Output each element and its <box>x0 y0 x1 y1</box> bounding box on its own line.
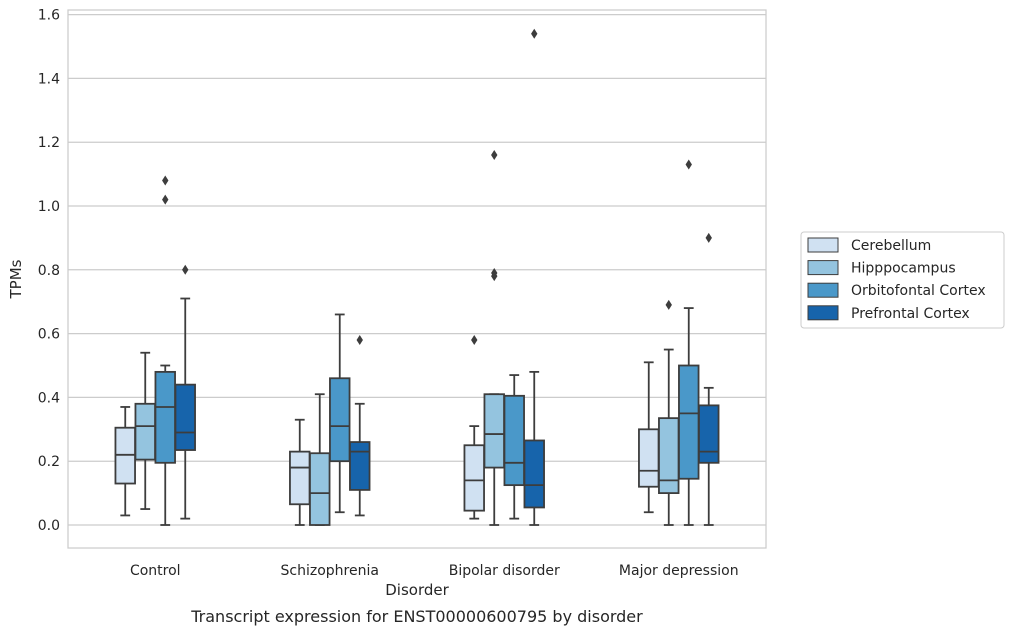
iqr-box <box>658 417 680 495</box>
outlier-point <box>162 175 169 186</box>
box-2-2 <box>503 374 525 520</box>
iqr-box <box>463 444 485 512</box>
y-axis-title: TPMs <box>7 259 25 299</box>
iqr-box <box>638 428 660 488</box>
legend: Cerebellum Hipppocampus Orbitofontal Corte… <box>800 231 1005 329</box>
box-1-0 <box>289 418 311 526</box>
legend-frame <box>800 231 1005 329</box>
y-tick-labels: 0.0 0.2 0.4 0.6 0.8 1.0 1.2 1.4 1.6 <box>38 8 60 534</box>
iqr-box <box>174 383 196 451</box>
y-tick-label: 0.6 <box>38 327 60 343</box>
outlier-point <box>531 28 538 39</box>
y-tick-label: 1.2 <box>38 135 60 151</box>
x-tick-labels: Control Schizophrenia Bipolar disorder Majo… <box>130 563 739 579</box>
iqr-box <box>349 441 371 491</box>
outlier-point <box>665 299 672 310</box>
legend-swatch <box>807 282 839 298</box>
y-tick-label: 0.0 <box>38 518 60 534</box>
outlier-point <box>491 149 498 160</box>
x-tick-label: Bipolar disorder <box>449 563 560 579</box>
x-tick-label: Schizophrenia <box>281 563 379 579</box>
outlier-point <box>471 334 478 345</box>
outlier-point <box>705 232 712 243</box>
legend-label: Orbitofontal Cortex <box>851 283 986 299</box>
box-0-3 <box>174 264 196 520</box>
chart-caption: Transcript expression for ENST0000060079… <box>190 607 643 626</box>
iqr-box <box>134 402 156 461</box>
iqr-box <box>289 450 311 506</box>
box-2-0 <box>463 334 485 520</box>
box-3-3 <box>698 232 720 526</box>
legend-swatch <box>807 237 839 253</box>
legend-label: Prefrontal Cortex <box>851 306 970 322</box>
outlier-point <box>162 194 169 205</box>
x-tick-label: Control <box>130 563 181 579</box>
iqr-box <box>329 377 351 463</box>
box-1-3 <box>349 334 371 517</box>
iqr-box <box>698 404 720 464</box>
iqr-box <box>483 393 505 469</box>
iqr-box <box>503 394 525 487</box>
iqr-box <box>523 439 545 509</box>
box-3-0 <box>638 361 660 514</box>
outlier-point <box>685 159 692 170</box>
iqr-box <box>678 364 700 480</box>
box-2-3 <box>523 28 545 526</box>
box-0-1 <box>134 351 156 510</box>
y-tick-label: 1.0 <box>38 199 60 215</box>
outlier-point <box>491 267 498 278</box>
legend-label: Cerebellum <box>851 238 931 254</box>
box-1-1 <box>309 393 331 526</box>
outlier-point <box>182 264 189 275</box>
legend-swatch <box>807 260 839 276</box>
box-series-group <box>114 28 720 526</box>
box-1-2 <box>329 313 351 514</box>
box-3-2 <box>678 159 700 526</box>
plot-area-frame <box>67 9 767 549</box>
y-tick-label: 1.6 <box>38 8 60 24</box>
y-tick-label: 0.8 <box>38 263 60 279</box>
legend-swatch <box>807 305 839 321</box>
iqr-box <box>154 370 176 464</box>
legend-label: Hipppocampus <box>851 261 956 277</box>
x-tick-label: Major depression <box>619 563 739 579</box>
box-0-0 <box>114 406 136 517</box>
y-tick-label: 1.4 <box>38 71 60 87</box>
outlier-point <box>356 334 363 345</box>
box-0-2 <box>154 175 176 526</box>
iqr-box <box>309 452 331 526</box>
y-tick-label: 0.2 <box>38 454 60 470</box>
y-tick-label: 0.4 <box>38 390 60 406</box>
x-axis-title: Disorder <box>385 581 449 599</box>
